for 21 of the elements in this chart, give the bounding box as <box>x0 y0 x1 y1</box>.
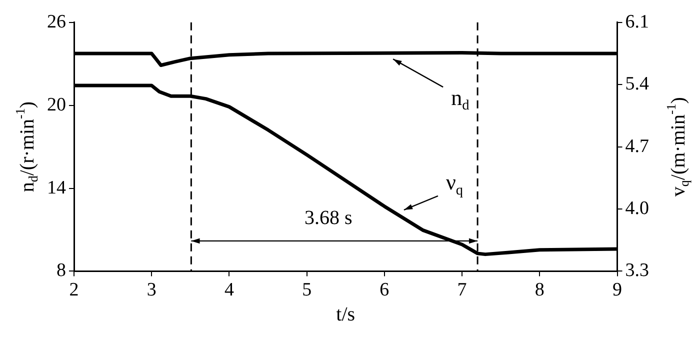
x-tick-label: 3 <box>146 280 156 301</box>
y-axis-title: nd/(r·min-1) <box>12 101 40 192</box>
annotation: 3.68 s <box>304 207 352 230</box>
x-tick-label: 2 <box>69 280 79 301</box>
x-axis-title: t/s <box>336 303 356 326</box>
x-tick-label: 6 <box>380 280 390 301</box>
x-tick-label: 9 <box>612 280 622 301</box>
y-tick-label: 26 <box>47 11 66 32</box>
x-tick-label: 8 <box>534 280 544 301</box>
y-tick-label: 8 <box>56 260 66 282</box>
x-tick-label: 7 <box>457 280 467 301</box>
y2-tick-label: 4.0 <box>625 198 649 219</box>
y-tick-label: 20 <box>47 94 66 116</box>
y2-tick-label: 3.3 <box>625 260 649 282</box>
y2-tick-label: 6.1 <box>625 11 649 32</box>
y2-tick-label: 5.4 <box>625 74 650 95</box>
y-tick-label: 14 <box>47 177 66 198</box>
x-tick-label: 4 <box>224 280 234 301</box>
x-tick-label: 5 <box>302 280 312 301</box>
y2-axis-title: vq/(m·min-1) <box>664 97 692 197</box>
y2-tick-label: 4.7 <box>625 136 649 157</box>
